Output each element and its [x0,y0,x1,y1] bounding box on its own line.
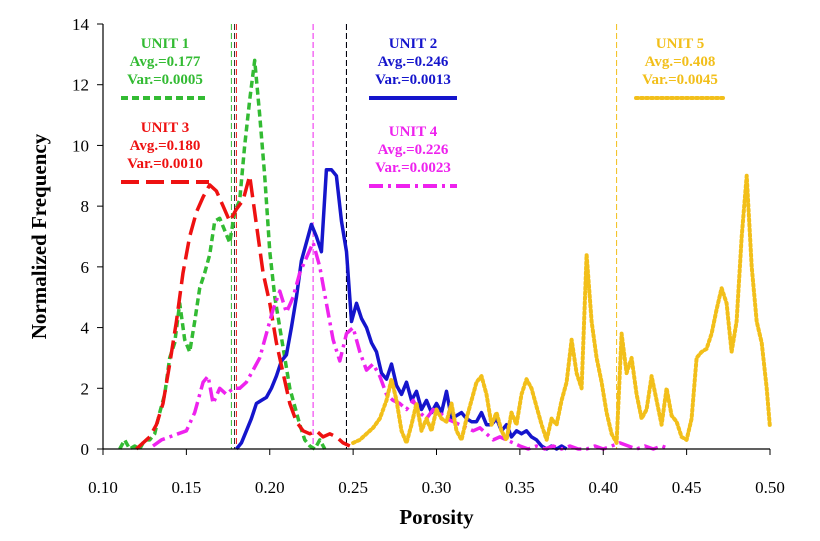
legend-var-label: Var.=0.0010 [127,156,203,172]
legend-name: UNIT 4 [389,124,438,140]
legend-avg-label: Avg.=0.180 [130,138,201,154]
legend-entry-unit-3: UNIT 3 Avg.=0.180 Var.=0.0010 [121,120,209,184]
legend-var-label: Var.=0.0045 [642,72,718,88]
series-line-unit-5 [351,173,772,445]
x-tick-label: 0.25 [338,478,368,497]
x-tick-label: 0.40 [588,478,618,497]
legend-var-label: Var.=0.0013 [375,72,451,88]
x-tick-label: 0.10 [88,478,118,497]
x-tick-label: 0.50 [755,478,785,497]
mean-lines [230,24,618,449]
x-tick-label: 0.35 [505,478,535,497]
x-axis-title: Porosity [399,505,474,529]
legend-entry-unit-5: UNIT 5 Avg.=0.408 Var.=0.0045 [634,36,726,100]
y-axis-ticks: 0 2 4 6 8 10 12 14 [72,15,103,459]
series-line-unit-4 [151,240,671,451]
y-tick-label: 2 [81,379,90,398]
legend-name: UNIT 2 [389,36,438,52]
y-axis-title: Normalized Frequency [27,133,51,339]
x-tick-label: 0.45 [672,478,702,497]
y-tick-label: 14 [72,15,90,34]
x-tick-label: 0.15 [172,478,202,497]
legend-avg-label: Avg.=0.408 [645,54,716,70]
series-lines [118,58,772,451]
legend-avg-label: Avg.=0.226 [378,142,449,158]
legend-name: UNIT 3 [141,120,190,136]
y-tick-label: 6 [81,258,90,277]
y-tick-label: 8 [81,197,90,216]
legend-entry-unit-1: UNIT 1 Avg.=0.177 Var.=0.0005 [121,36,209,100]
y-tick-label: 0 [81,440,90,459]
legend-entry-unit-4: UNIT 4 Avg.=0.226 Var.=0.0023 [369,124,457,188]
series-line-unit-2 [235,167,568,451]
legend-entry-unit-2: UNIT 2 Avg.=0.246 Var.=0.0013 [369,36,457,100]
legend-name: UNIT 1 [141,36,190,52]
series-line-unit-3 [135,174,351,451]
legend-var-label: Var.=0.0005 [127,72,203,88]
legend-avg-label: Avg.=0.246 [378,54,449,70]
x-tick-label: 0.20 [255,478,285,497]
legend-avg-label: Avg.=0.177 [130,54,201,70]
x-tick-label: 0.30 [422,478,452,497]
legend: UNIT 1 Avg.=0.177 Var.=0.0005 UNIT 2 Avg.=0.… [121,36,726,188]
legend-var-label: Var.=0.0023 [375,160,451,176]
legend-name: UNIT 5 [656,36,705,52]
y-tick-label: 12 [72,76,89,95]
y-tick-label: 10 [72,136,89,155]
x-axis-ticks: 0.10 0.15 0.20 0.25 0.30 0.35 0.40 0.45 0.50 [88,449,785,497]
y-tick-label: 4 [81,319,90,338]
